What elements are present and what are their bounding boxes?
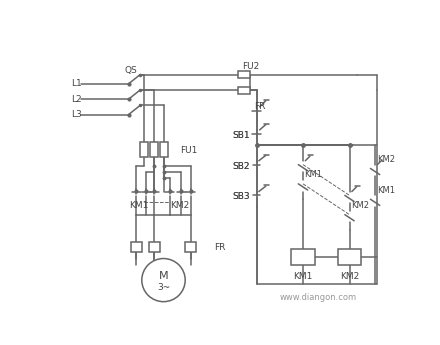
Bar [185, 241, 196, 253]
Text: L1: L1 [71, 79, 82, 88]
Text: FR: FR [214, 243, 225, 252]
Text: SB3: SB3 [233, 193, 250, 201]
Text: KM2: KM2 [351, 201, 369, 210]
Text: FU2: FU2 [242, 61, 260, 70]
Text: L3: L3 [71, 110, 82, 119]
Text: FU1: FU1 [180, 146, 198, 155]
Text: FR: FR [253, 102, 265, 111]
Text: SB2: SB2 [233, 162, 250, 171]
Bar [238, 87, 250, 94]
Bar [149, 241, 160, 253]
Bar [338, 249, 361, 265]
Text: SB1: SB1 [233, 131, 250, 140]
Bar [161, 141, 168, 157]
Text: KM2: KM2 [378, 155, 396, 164]
Text: L2: L2 [71, 95, 82, 103]
Bar [131, 241, 142, 253]
Bar [291, 249, 315, 265]
Text: QS: QS [125, 66, 137, 75]
Text: 3~: 3~ [157, 283, 170, 292]
Text: KM1: KM1 [128, 201, 148, 210]
Bar [150, 141, 158, 157]
Text: www.diangon.com: www.diangon.com [280, 293, 357, 302]
Text: KM1: KM1 [293, 273, 313, 282]
Text: KM1: KM1 [304, 170, 323, 179]
Text: KM2: KM2 [340, 273, 359, 282]
Text: SB2: SB2 [233, 162, 250, 171]
Bar [238, 71, 250, 78]
Text: KM2: KM2 [170, 201, 189, 210]
Text: KM1: KM1 [378, 186, 396, 195]
Circle shape [142, 258, 185, 302]
Text: SB1: SB1 [233, 131, 250, 140]
Bar [140, 141, 148, 157]
Text: M: M [159, 271, 169, 281]
Text: SB3: SB3 [233, 193, 250, 201]
